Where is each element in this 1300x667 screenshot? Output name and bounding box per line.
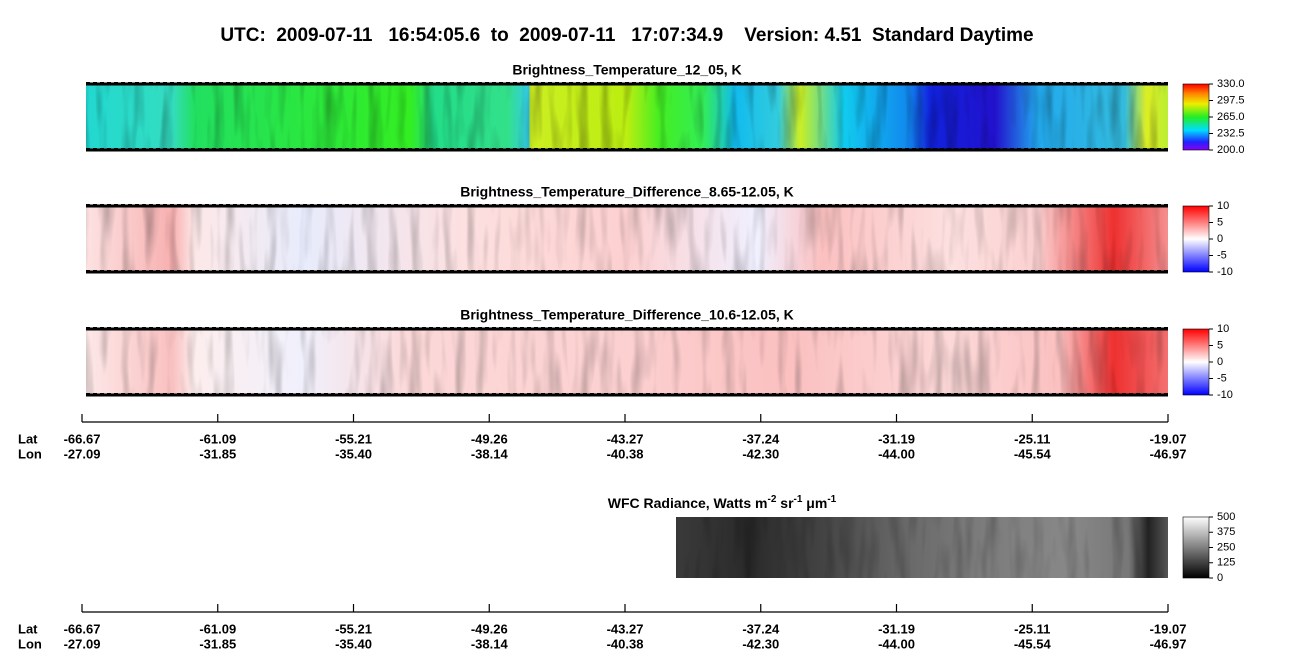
axis-tick-label: -49.26 — [471, 431, 508, 446]
panel-title: Brightness_Temperature_12_05, K — [512, 62, 741, 78]
axis-tick-label: -46.97 — [1150, 446, 1187, 461]
title-part: WFC Radiance, Watts m — [608, 495, 768, 511]
axis-tick-label: -31.19 — [878, 431, 915, 446]
axis-tick-label: -31.19 — [878, 621, 915, 636]
colorbar-tick-label: -10 — [1217, 389, 1233, 401]
colorbar-tick-label: 330.0 — [1217, 78, 1245, 90]
colorbar-tick-label: 5 — [1217, 216, 1223, 228]
axis-tick-label: -37.24 — [742, 431, 780, 446]
colorbar-tick-label: 10 — [1217, 323, 1229, 335]
axis-tick-label: -27.09 — [64, 636, 101, 651]
row-label: Lat — [18, 431, 38, 446]
image-texture — [676, 517, 1168, 578]
colorbar — [1182, 328, 1210, 396]
colorbar-tick-label: 125 — [1217, 557, 1235, 569]
axis-tick-label: -61.09 — [199, 621, 236, 636]
row-label: Lon — [18, 446, 42, 461]
axis-tick-label: -66.67 — [64, 431, 101, 446]
panel-title: Brightness_Temperature_Difference_10.6-1… — [460, 307, 794, 323]
axis-tick-label: -49.26 — [471, 621, 508, 636]
axis-tick-label: -19.07 — [1150, 431, 1187, 446]
colorbar-tick-label: 0 — [1217, 572, 1223, 584]
title-part: sr — [776, 495, 794, 511]
axis-tick-label: -19.07 — [1150, 621, 1187, 636]
axis-tick-label: -38.14 — [471, 636, 509, 651]
axis-tick-label: -42.30 — [742, 446, 779, 461]
superscript: -1 — [794, 494, 803, 505]
axis-tick-label: -31.85 — [199, 636, 236, 651]
axis-tick-label: -66.67 — [64, 621, 101, 636]
axis-tick-label: -40.38 — [607, 636, 644, 651]
colorbar-tick-label: 5 — [1217, 339, 1223, 351]
colorbar-tick-label: 10 — [1217, 200, 1229, 212]
axis-tick-label: -35.40 — [335, 446, 372, 461]
colorbar-tick-label: 265.0 — [1217, 111, 1245, 123]
colorbar-tick-label: 375 — [1217, 526, 1235, 538]
colorbar-tick-label: 200.0 — [1217, 144, 1245, 156]
colorbar-tick-label: 0 — [1217, 233, 1223, 245]
figure-title: UTC: 2009-07-11 16:54:05.6 to 2009-07-11… — [220, 25, 1033, 46]
axis-tick-label: -25.11 — [1014, 621, 1050, 636]
image-texture — [86, 329, 1168, 395]
axis-tick-label: -31.85 — [199, 446, 236, 461]
axis-tick-label: -42.30 — [742, 636, 779, 651]
image-texture — [86, 84, 1168, 150]
axis-tick-label: -44.00 — [878, 636, 915, 651]
colorbar-tick-label: -5 — [1217, 372, 1227, 384]
row-label: Lat — [18, 621, 38, 636]
axis-tick-label: -55.21 — [335, 621, 372, 636]
row-label: Lon — [18, 636, 42, 651]
axis-tick-label: -45.54 — [1014, 446, 1052, 461]
panel-title: Brightness_Temperature_Difference_8.65-1… — [460, 184, 794, 200]
axis-tick-label: -40.38 — [607, 446, 644, 461]
title-part: μm — [802, 495, 827, 511]
superscript: -2 — [767, 494, 776, 505]
colorbar-tick-label: 500 — [1217, 511, 1235, 523]
axis-tick-label: -55.21 — [335, 431, 372, 446]
colorbar — [1182, 205, 1210, 273]
colorbar — [1182, 83, 1210, 151]
axis-tick-label: -45.54 — [1014, 636, 1052, 651]
axis-tick-label: -46.97 — [1150, 636, 1187, 651]
axis-tick-label: -44.00 — [878, 446, 915, 461]
axis-tick-label: -43.27 — [607, 621, 644, 636]
colorbar-tick-label: 232.5 — [1217, 127, 1245, 139]
axis-tick-label: -38.14 — [471, 446, 509, 461]
axis-tick-label: -43.27 — [607, 431, 644, 446]
colorbar-tick-label: 297.5 — [1217, 94, 1245, 106]
superscript: -1 — [827, 494, 836, 505]
axis-tick-label: -25.11 — [1014, 431, 1050, 446]
colorbar-tick-label: -10 — [1217, 266, 1233, 278]
axis-tick-label: -37.24 — [742, 621, 780, 636]
image-texture — [86, 206, 1168, 272]
panel-title: WFC Radiance, Watts m-2 sr-1 μm-1 — [608, 494, 837, 511]
colorbar-tick-label: -5 — [1217, 249, 1227, 261]
colorbar-tick-label: 0 — [1217, 356, 1223, 368]
axis-tick-label: -35.40 — [335, 636, 372, 651]
axis-tick-label: -27.09 — [64, 446, 101, 461]
axis-tick-label: -61.09 — [199, 431, 236, 446]
colorbar — [1182, 516, 1210, 579]
colorbar-tick-label: 250 — [1217, 541, 1235, 553]
